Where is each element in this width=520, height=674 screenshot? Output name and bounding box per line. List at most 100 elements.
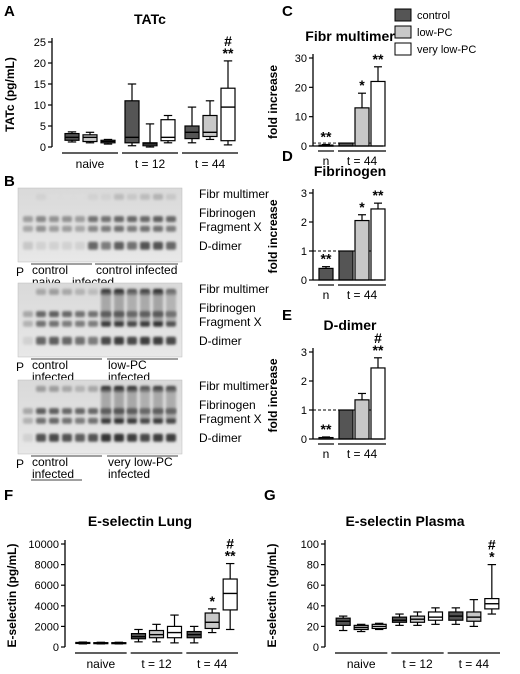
y-tick-label: 40: [307, 601, 319, 613]
y-tick-label: 0: [301, 275, 307, 287]
box-very-low-pc: [220, 87, 236, 142]
blot-band: [36, 336, 46, 345]
blot-band: [114, 216, 124, 223]
significance-label: **: [321, 421, 332, 437]
y-tick-label: 15: [34, 79, 46, 91]
blot-band: [166, 193, 176, 200]
chart-title: Fibrinogen: [314, 163, 386, 179]
blot-smear: [127, 291, 137, 322]
blot-band: [88, 433, 98, 442]
blot-band: [140, 241, 150, 250]
blot-band: [140, 417, 150, 424]
blot-smear: [166, 388, 176, 419]
blot-band: [127, 193, 137, 200]
blot-band: [114, 433, 124, 442]
group-label: t = 44: [459, 657, 490, 671]
panel-letter-b: B: [4, 173, 15, 190]
y-axis-label: fold increase: [266, 358, 280, 432]
blot-band: [114, 336, 124, 345]
blot-band: [114, 225, 124, 232]
y-tick-label: 10: [295, 112, 307, 124]
group-label: t = 44: [195, 157, 226, 171]
lane-group-label: control infected: [96, 263, 177, 277]
bar-control: [318, 267, 334, 281]
blot-band: [88, 408, 98, 415]
category-label: t = 44: [347, 447, 378, 461]
blot-band: [23, 336, 33, 345]
y-axis-label: TATc (pg/mL): [3, 57, 17, 132]
blot-band: [88, 311, 98, 318]
group-label: naive: [347, 657, 376, 671]
box-control: [124, 100, 140, 144]
panel-f-e-selectin-lung-chart: F E-selectin Lung E-selectin (pg/mL) 0 2000 4…: [4, 487, 238, 671]
blot-band: [88, 241, 98, 250]
box-low-pc: [202, 114, 218, 138]
blot-band: [49, 216, 59, 223]
blot-band: [49, 408, 59, 415]
y-tick-label: 3: [301, 347, 307, 359]
blot-band: [127, 241, 137, 250]
blot-band: [62, 225, 72, 232]
y-tick-label: 6000: [35, 580, 59, 592]
blot-band-label: D-dimer: [199, 239, 242, 253]
blot-band-label: Fibrinogen: [199, 398, 256, 412]
group-label: t = 12: [402, 657, 433, 671]
blot-band: [49, 336, 59, 345]
bar-very-low-pc: [370, 367, 386, 440]
blot-band: [49, 288, 59, 295]
significance-label: **: [321, 251, 332, 267]
blot-band: [101, 193, 111, 200]
blot-band: [153, 193, 163, 200]
blot-band: [23, 408, 33, 415]
legend-label-very-low-pc: very low-PC: [417, 44, 476, 56]
blot-band: [62, 311, 72, 318]
significance-label: #: [226, 536, 234, 552]
blot-band: [127, 336, 137, 345]
blot-band: [153, 225, 163, 232]
blot-band: [140, 193, 150, 200]
blot-band: [114, 241, 124, 250]
blot-band: [88, 320, 98, 327]
significance-label: *: [359, 199, 365, 215]
y-tick-label: 4000: [35, 601, 59, 613]
blot-band: [23, 417, 33, 424]
legend: control low-PC very low-PC: [394, 8, 476, 56]
blot-band: [127, 320, 137, 327]
blot-band-label: Fibr multimer: [199, 282, 269, 296]
category-label: n: [323, 447, 330, 461]
blot-band: [36, 288, 46, 295]
y-tick-label: 10000: [28, 539, 59, 551]
blot-band-label: D-dimer: [199, 334, 242, 348]
blot-band: [101, 417, 111, 424]
y-tick-label: 30: [295, 53, 307, 65]
group-label: naive: [86, 657, 115, 671]
blot-band: [49, 225, 59, 232]
blot-band: [62, 433, 72, 442]
blot-band: [36, 216, 46, 223]
blot-band: [127, 216, 137, 223]
lane-group-label: very low-PC: [108, 455, 173, 469]
blot-band: [23, 433, 33, 442]
bar-very-low-pc: [370, 208, 386, 281]
blot-band: [75, 320, 85, 327]
blot-band: [88, 193, 98, 200]
blot-band: [49, 311, 59, 318]
blot-band: [49, 320, 59, 327]
significance-label: **: [223, 45, 234, 61]
blot-band-label: Fibr multimer: [199, 187, 269, 201]
blot-band-label: Fibr multimer: [199, 379, 269, 393]
blot-band: [166, 241, 176, 250]
chart-title: Fibr multimer: [305, 28, 395, 44]
blot-band: [75, 433, 85, 442]
blot-band: [49, 193, 59, 200]
blot-band: [62, 288, 72, 295]
blot-band-label: Fibrinogen: [199, 206, 256, 220]
significance-label: **: [373, 187, 384, 203]
legend-swatch-control: [394, 8, 412, 22]
blot-band: [23, 216, 33, 223]
blot-band: [88, 288, 98, 295]
box-very-low-pc: [160, 119, 176, 142]
legend-label-control: control: [417, 10, 450, 22]
